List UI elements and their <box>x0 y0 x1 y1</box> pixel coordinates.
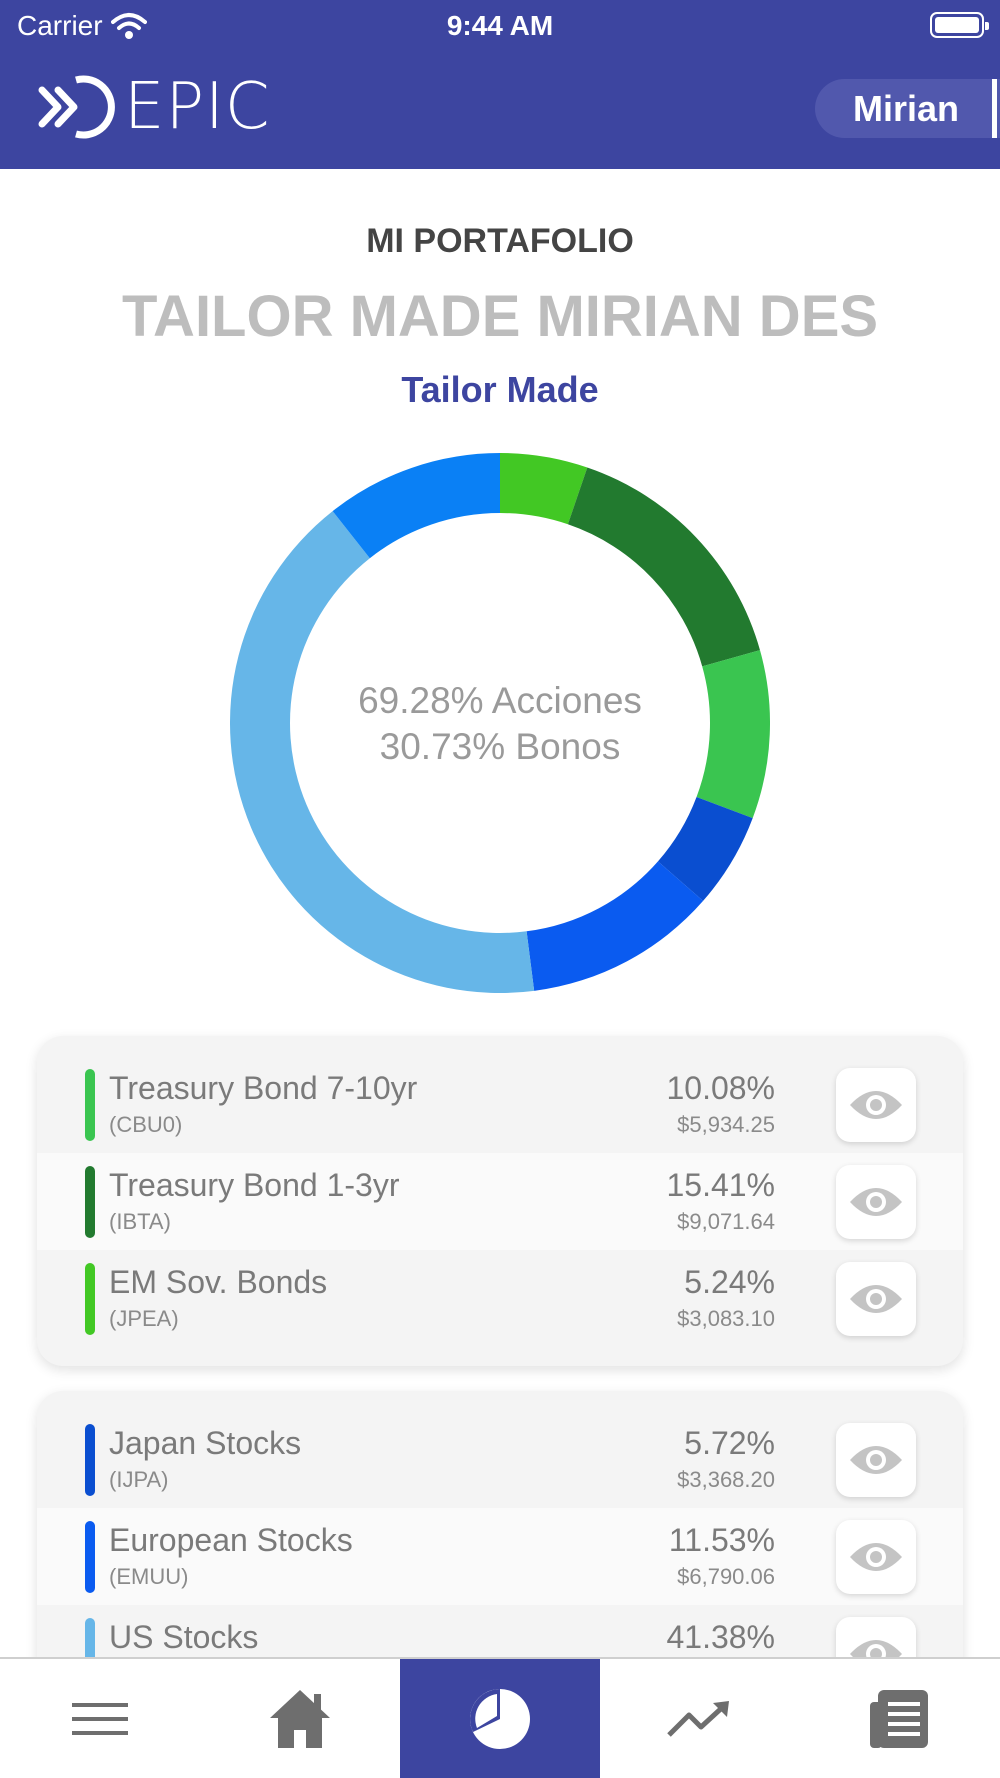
holding-percent: 10.08% <box>666 1070 775 1106</box>
holding-color-bar <box>85 1424 95 1496</box>
holding-amount: $9,071.64 <box>677 1209 775 1234</box>
nav-performance[interactable] <box>600 1659 800 1778</box>
holding-row: EM Sov. Bonds (JPEA) 5.24% $3,083.10 <box>37 1250 963 1347</box>
wifi-icon <box>110 13 147 39</box>
holding-name: European Stocks <box>109 1522 353 1558</box>
view-details-button[interactable] <box>836 1423 916 1497</box>
holding-percent: 5.72% <box>684 1425 775 1461</box>
holding-row: Treasury Bond 1-3yr (IBTA) 15.41% $9,071… <box>37 1153 963 1250</box>
holding-color-bar <box>85 1263 95 1335</box>
holding-row: European Stocks (EMUU) 11.53% $6,790.06 <box>37 1508 963 1605</box>
holding-row: Japan Stocks (IJPA) 5.72% $3,368.20 <box>37 1411 963 1508</box>
holding-amount: $6,790.06 <box>677 1564 775 1589</box>
holding-color-bar <box>85 1166 95 1238</box>
bonds-card: Treasury Bond 7-10yr (CBU0) 10.08% $5,93… <box>37 1036 963 1366</box>
donut-slice <box>500 453 588 525</box>
eye-icon <box>850 1091 902 1119</box>
home-icon <box>270 1689 330 1748</box>
app-header: Carrier 9:44 AM EPIC Mirian <box>0 0 1000 169</box>
status-time: 9:44 AM <box>446 10 554 41</box>
donut-slice <box>526 861 704 991</box>
holding-ticker: (IBTA) <box>109 1209 171 1234</box>
eye-icon <box>850 1446 902 1474</box>
holding-name: EM Sov. Bonds <box>109 1264 328 1300</box>
holding-amount: $3,083.10 <box>677 1306 775 1331</box>
nav-portfolio[interactable] <box>400 1659 600 1778</box>
eye-icon <box>850 1285 902 1313</box>
holding-name: Treasury Bond 7-10yr <box>109 1070 418 1106</box>
trend-up-icon <box>667 1700 729 1737</box>
donut-slice <box>332 453 500 559</box>
holding-percent: 15.41% <box>666 1167 775 1203</box>
bottom-nav <box>0 1657 1000 1778</box>
holding-color-bar <box>85 1521 95 1593</box>
carrier-label: Carrier <box>17 10 103 41</box>
menu-icon <box>72 1702 128 1735</box>
eye-icon <box>850 1543 902 1571</box>
nav-documents[interactable] <box>800 1659 1000 1778</box>
equity-share: 69.28% Acciones <box>358 680 642 721</box>
nav-menu[interactable] <box>0 1659 200 1778</box>
holding-amount: $5,934.25 <box>677 1112 775 1137</box>
holding-ticker: (CBU0) <box>109 1112 183 1137</box>
holding-amount: $3,368.20 <box>677 1467 775 1492</box>
nav-home[interactable] <box>200 1659 400 1778</box>
holding-ticker: (JPEA) <box>109 1306 179 1331</box>
donut-slice <box>230 511 535 993</box>
donut-slice <box>567 467 760 667</box>
donut-center-label: 69.28% Acciones 30.73% Bonos <box>230 678 770 770</box>
status-bar: Carrier 9:44 AM <box>0 0 1000 52</box>
portfolio-name: TAILOR MADE MIRIAN DES <box>121 284 879 349</box>
holding-row: Treasury Bond 7-10yr (CBU0) 10.08% $5,93… <box>37 1056 963 1153</box>
epic-logo: EPIC <box>38 72 271 142</box>
pie-chart-icon <box>470 1688 530 1749</box>
allocation-donut-chart <box>230 453 770 993</box>
logo-chevrons-icon <box>38 75 115 139</box>
battery-icon <box>930 12 989 38</box>
holding-name: Japan Stocks <box>109 1425 302 1461</box>
holding-color-bar <box>85 1069 95 1141</box>
donut-slice <box>657 796 753 901</box>
portfolio-type: Tailor Made <box>401 369 599 410</box>
bond-share: 30.73% Bonos <box>379 726 621 767</box>
view-details-button[interactable] <box>836 1068 916 1142</box>
document-icon <box>870 1689 928 1748</box>
holding-color-bar <box>85 1618 95 1690</box>
carrier-info: Carrier <box>17 10 147 42</box>
holding-name: Treasury Bond 1-3yr <box>109 1167 400 1203</box>
holding-percent: 11.53% <box>668 1522 775 1558</box>
user-button[interactable]: Mirian <box>815 79 1000 138</box>
holding-ticker: (EMUU) <box>109 1564 189 1589</box>
holding-name: US Stocks <box>109 1619 259 1655</box>
view-details-button[interactable] <box>836 1520 916 1594</box>
view-details-button[interactable] <box>836 1165 916 1239</box>
holding-percent: 41.38% <box>666 1619 775 1655</box>
holding-percent: 5.24% <box>684 1264 775 1300</box>
holding-ticker: (IJPA) <box>109 1467 169 1492</box>
section-title: MI PORTAFOLIO <box>366 222 634 260</box>
logo-text: EPIC <box>124 70 271 144</box>
eye-icon <box>850 1188 902 1216</box>
donut-slice <box>696 650 770 819</box>
view-details-button[interactable] <box>836 1262 916 1336</box>
user-name: Mirian <box>853 87 960 129</box>
